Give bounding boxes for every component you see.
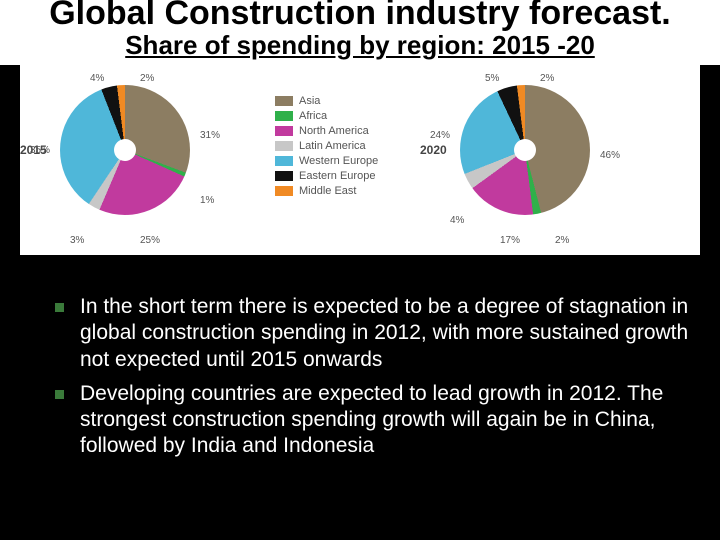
- legend: Asia Africa North America Latin America West…: [275, 95, 378, 200]
- pie-slice-label: 4%: [90, 73, 104, 84]
- page-subtitle: Share of spending by region: 2015 -20: [0, 30, 720, 65]
- pie-slice-label: 25%: [140, 235, 160, 246]
- list-item: In the short term there is expected to b…: [55, 294, 690, 373]
- pie-slice-label: 4%: [450, 215, 464, 226]
- legend-label: Latin America: [299, 140, 366, 152]
- legend-label: Asia: [299, 95, 320, 107]
- pie-slice-label: 3%: [70, 235, 84, 246]
- legend-label: Middle East: [299, 185, 356, 197]
- pie-slice-label: 24%: [430, 130, 450, 141]
- legend-item: Middle East: [275, 185, 378, 197]
- legend-swatch: [275, 126, 293, 136]
- pie-slice-label: 31%: [200, 130, 220, 141]
- pie-slice-label: 46%: [600, 150, 620, 161]
- legend-item: Eastern Europe: [275, 170, 378, 182]
- legend-item: Asia: [275, 95, 378, 107]
- pie-slice-label: 2%: [555, 235, 569, 246]
- pie-2015: 2015 31%1%25%3%35%4%2%: [60, 85, 190, 215]
- legend-swatch: [275, 141, 293, 151]
- pie-2020-year: 2020: [420, 143, 447, 157]
- legend-item: North America: [275, 125, 378, 137]
- pie-slice-label: 35%: [30, 145, 50, 156]
- pie-slice-label: 2%: [540, 73, 554, 84]
- pie-slice-label: 1%: [200, 195, 214, 206]
- legend-item: Western Europe: [275, 155, 378, 167]
- legend-label: Africa: [299, 110, 327, 122]
- chart-area: 2015 31%1%25%3%35%4%2% Asia Africa North A…: [20, 65, 700, 255]
- bullet-list: In the short term there is expected to b…: [0, 276, 720, 460]
- pie-slice-label: 2%: [140, 73, 154, 84]
- legend-item: Africa: [275, 110, 378, 122]
- legend-swatch: [275, 186, 293, 196]
- pie-2020-donut: [460, 85, 590, 215]
- list-item: Developing countries are expected to lea…: [55, 381, 690, 460]
- pie-slice-label: 17%: [500, 235, 520, 246]
- pie-2015-donut: [60, 85, 190, 215]
- pie-2020: 2020 46%2%17%4%24%5%2%: [460, 85, 590, 215]
- page-title: Global Construction industry forecast.: [0, 0, 720, 30]
- legend-swatch: [275, 171, 293, 181]
- legend-label: Eastern Europe: [299, 170, 375, 182]
- legend-swatch: [275, 96, 293, 106]
- pie-slice-label: 5%: [485, 73, 499, 84]
- legend-item: Latin America: [275, 140, 378, 152]
- legend-label: Western Europe: [299, 155, 378, 167]
- legend-swatch: [275, 156, 293, 166]
- legend-swatch: [275, 111, 293, 121]
- legend-label: North America: [299, 125, 369, 137]
